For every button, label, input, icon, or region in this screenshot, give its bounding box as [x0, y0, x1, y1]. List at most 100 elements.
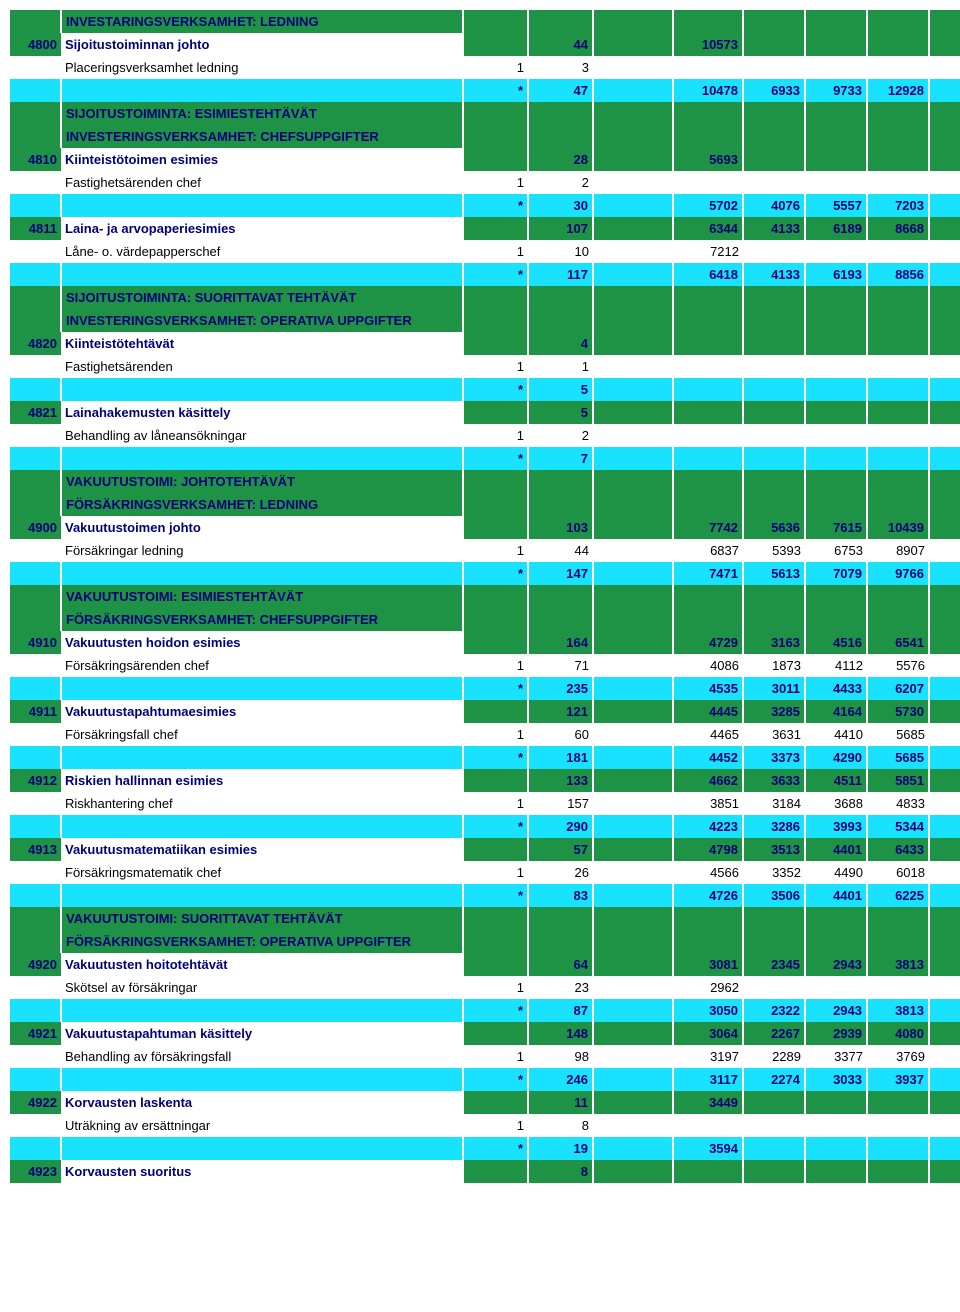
total-cell: 3373: [743, 746, 805, 769]
row-label: Kiinteistötehtävät: [61, 332, 463, 355]
value-cell: [673, 401, 743, 424]
table-row: 4912Riskien hallinnan esimies13346623633…: [10, 769, 960, 792]
value-cell: 4410: [805, 723, 867, 746]
total-cell: 3813: [867, 999, 929, 1022]
value-cell: [929, 355, 960, 378]
value-cell: [743, 355, 805, 378]
total-cell: [593, 562, 673, 585]
total-cell: *: [463, 1137, 528, 1160]
row-label: Riskien hallinnan esimies: [61, 769, 463, 792]
value-cell: [463, 769, 528, 792]
row-label: Vakuutustapahtumaesimies: [61, 700, 463, 723]
value-cell: [867, 33, 929, 56]
value-cell: 8: [528, 1160, 593, 1183]
table-row: Placeringsverksamhet ledning13: [10, 56, 960, 79]
total-cell: *: [463, 79, 528, 102]
code-cell: [10, 102, 61, 125]
total-cell: *: [463, 677, 528, 700]
total-cell: [867, 378, 929, 401]
total-cell: 4452: [673, 746, 743, 769]
value-cell: 4516: [805, 631, 867, 654]
row-label: Vakuutusmatematiikan esimies: [61, 838, 463, 861]
value-cell: 23: [528, 976, 593, 999]
table-row: FÖRSÄKRINGSVERKSAMHET: OPERATIVA UPPGIFT…: [10, 930, 960, 953]
value-cell: 28: [528, 148, 593, 171]
value-cell: [593, 171, 673, 194]
table-row: Fastighetsärenden chef12: [10, 171, 960, 194]
value-cell: [805, 1114, 867, 1137]
table-row: 4923Korvausten suoritus8: [10, 1160, 960, 1183]
table-row: VAKUUTUSTOIMI: ESIMIESTEHTÄVÄT: [10, 585, 960, 608]
value-cell: [805, 332, 867, 355]
value-cell: [929, 792, 960, 815]
total-cell: *: [463, 378, 528, 401]
value-cell: 4080: [867, 1022, 929, 1045]
total-cell: *: [463, 815, 528, 838]
value-cell: [593, 1160, 673, 1183]
value-cell: [929, 1091, 960, 1114]
total-cell: 7203: [867, 194, 929, 217]
value-cell: 1873: [743, 654, 805, 677]
value-cell: 3377: [805, 1045, 867, 1068]
value-cell: [929, 332, 960, 355]
value-cell: 4566: [673, 861, 743, 884]
code-cell: [10, 608, 61, 631]
total-cell: 5685: [867, 746, 929, 769]
value-cell: [593, 539, 673, 562]
value-cell: 1: [463, 654, 528, 677]
code-cell: [10, 125, 61, 148]
value-cell: [673, 355, 743, 378]
value-cell: 3513: [743, 838, 805, 861]
table-row: 4913Vakuutusmatematiikan esimies57479835…: [10, 838, 960, 861]
total-cell: [929, 999, 960, 1022]
row-label: Placeringsverksamhet ledning: [61, 56, 463, 79]
total-cell: 19: [528, 1137, 593, 1160]
code-cell: [10, 585, 61, 608]
value-cell: 4729: [673, 631, 743, 654]
value-cell: [929, 240, 960, 263]
table-row: Uträkning av ersättningar18: [10, 1114, 960, 1137]
value-cell: [593, 769, 673, 792]
total-cell: 4223: [673, 815, 743, 838]
value-cell: [673, 1160, 743, 1183]
value-cell: 4086: [673, 654, 743, 677]
value-cell: [743, 33, 805, 56]
row-label: Behandling av låneansökningar: [61, 424, 463, 447]
row-label: Vakuutusten hoidon esimies: [61, 631, 463, 654]
value-cell: [673, 1114, 743, 1137]
value-cell: 6189: [805, 217, 867, 240]
total-cell: [929, 677, 960, 700]
value-cell: [593, 355, 673, 378]
value-cell: 1: [463, 723, 528, 746]
table-row: 4922Korvausten laskenta113449: [10, 1091, 960, 1114]
total-cell: 83: [528, 884, 593, 907]
data-table: INVESTARINGSVERKSAMHET: LEDNING4800Sijoi…: [10, 10, 960, 1183]
value-cell: 1: [463, 1114, 528, 1137]
total-cell: [805, 1137, 867, 1160]
total-cell: 4535: [673, 677, 743, 700]
value-cell: [867, 56, 929, 79]
table-row: 4910Vakuutusten hoidon esimies1644729316…: [10, 631, 960, 654]
value-cell: [593, 332, 673, 355]
value-cell: [593, 217, 673, 240]
value-cell: 2962: [673, 976, 743, 999]
value-cell: 3769: [867, 1045, 929, 1068]
value-cell: 3285: [743, 700, 805, 723]
table-row: 4821Lainahakemusten käsittely5: [10, 401, 960, 424]
row-label: Riskhantering chef: [61, 792, 463, 815]
value-cell: [673, 424, 743, 447]
value-cell: 4112: [805, 654, 867, 677]
code-cell: 4900: [10, 516, 61, 539]
row-label: Låne- o. värdepapperschef: [61, 240, 463, 263]
value-cell: [593, 56, 673, 79]
table-row: Försäkringsärenden chef17140861873411255…: [10, 654, 960, 677]
value-cell: [463, 148, 528, 171]
code-cell: [10, 309, 61, 332]
total-cell: [593, 79, 673, 102]
total-cell: [867, 447, 929, 470]
table-row: *305702407655577203: [10, 194, 960, 217]
table-row: INVESTERINGSVERKSAMHET: OPERATIVA UPPGIF…: [10, 309, 960, 332]
value-cell: 2: [528, 424, 593, 447]
table-row: 4800Sijoitustoiminnan johto4410573: [10, 33, 960, 56]
code-cell: 4810: [10, 148, 61, 171]
